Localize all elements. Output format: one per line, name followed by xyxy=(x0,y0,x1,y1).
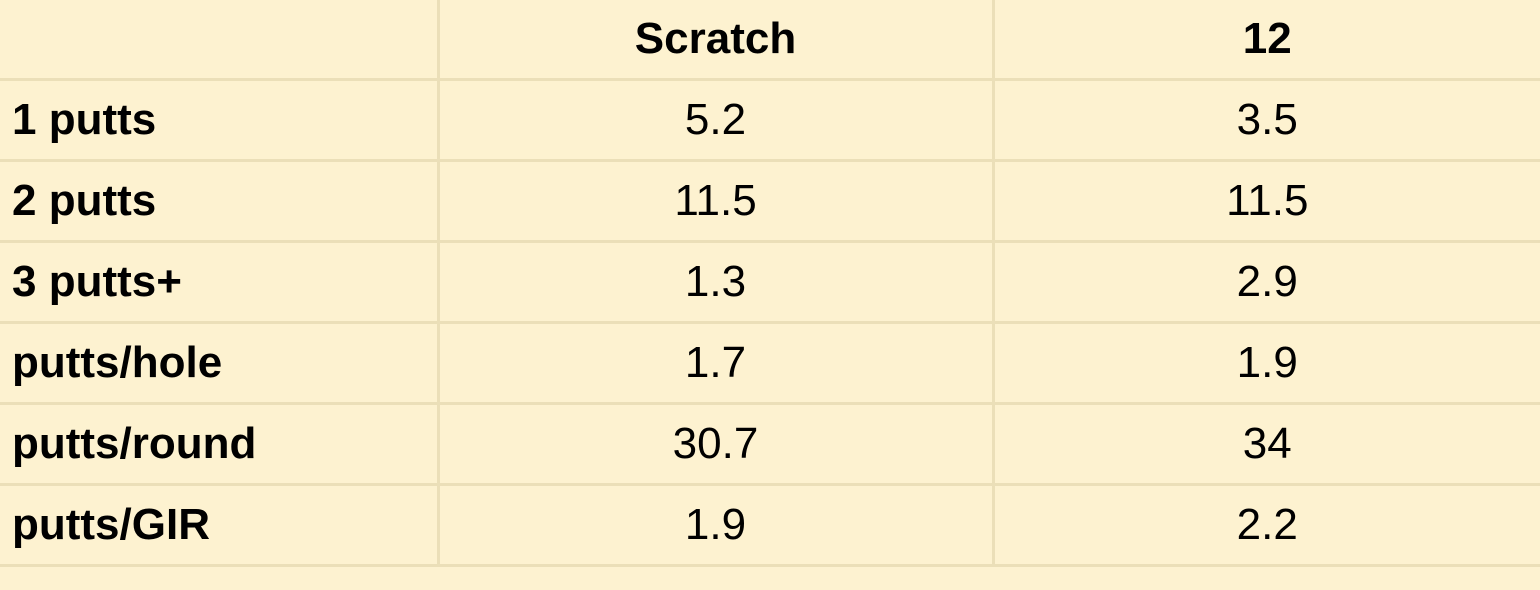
table-row: 1 putts 5.2 3.5 xyxy=(0,78,1540,162)
column-header: 12 xyxy=(991,0,1540,81)
table-cell: 1.7 xyxy=(436,321,995,405)
row-label: putts/round xyxy=(0,402,440,486)
table-cell: 30.7 xyxy=(436,402,995,486)
table-row: putts/round 30.7 34 xyxy=(0,402,1540,486)
table-cell: 1.3 xyxy=(436,240,995,324)
table-cell: 11.5 xyxy=(436,159,995,243)
table-row: 2 putts 11.5 11.5 xyxy=(0,159,1540,243)
row-label: putts/hole xyxy=(0,321,440,405)
table-row: putts/hole 1.7 1.9 xyxy=(0,321,1540,405)
table-row: 3 putts+ 1.3 2.9 xyxy=(0,240,1540,324)
row-label: 2 putts xyxy=(0,159,440,243)
row-label: putts/GIR xyxy=(0,483,440,567)
header-row: Scratch 12 xyxy=(0,0,1540,81)
table-cell: 1.9 xyxy=(991,321,1540,405)
table-row: putts/GIR 1.9 2.2 xyxy=(0,483,1540,567)
corner-cell xyxy=(0,0,440,81)
row-label: 3 putts+ xyxy=(0,240,440,324)
table-cell: 34 xyxy=(991,402,1540,486)
table-cell: 11.5 xyxy=(991,159,1540,243)
table-cell: 2.2 xyxy=(991,483,1540,567)
table-body: 1 putts 5.2 3.5 2 putts 11.5 11.5 3 putts+ 1.3 2… xyxy=(0,78,1540,567)
table-cell: 1.9 xyxy=(436,483,995,567)
table-head: Scratch 12 xyxy=(0,0,1540,81)
row-label: 1 putts xyxy=(0,78,440,162)
table-cell: 3.5 xyxy=(991,78,1540,162)
table-cell: 2.9 xyxy=(991,240,1540,324)
putting-table: Scratch 12 1 putts 5.2 3.5 2 putts 11.5 11.5 3 … xyxy=(0,0,1540,567)
column-header: Scratch xyxy=(436,0,995,81)
table-cell: 5.2 xyxy=(436,78,995,162)
